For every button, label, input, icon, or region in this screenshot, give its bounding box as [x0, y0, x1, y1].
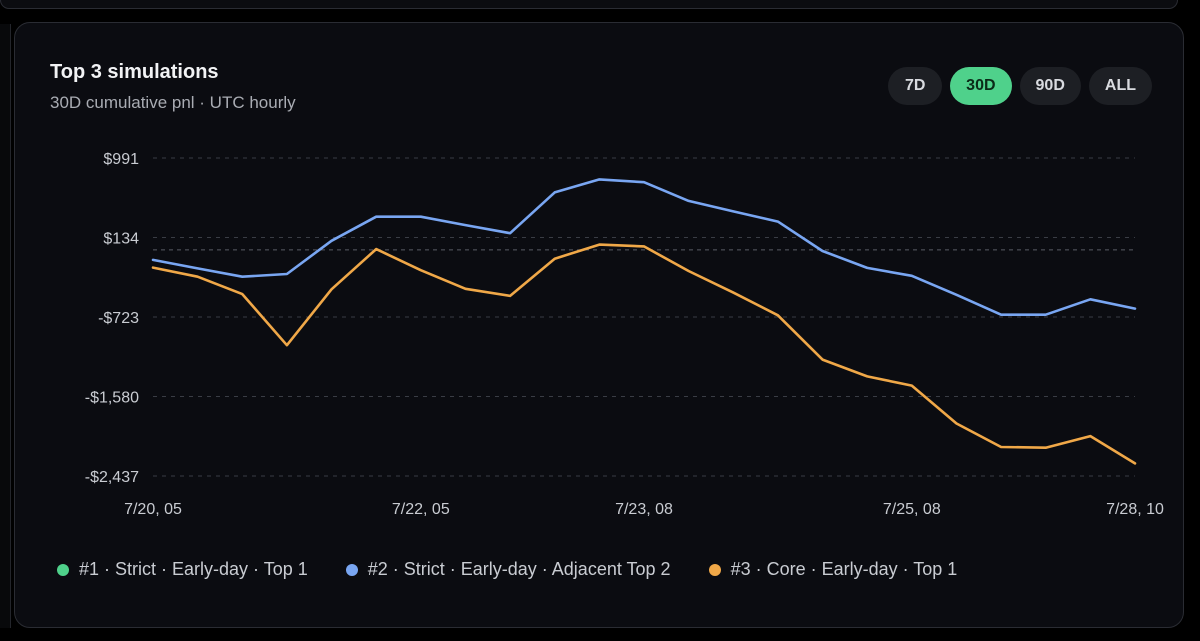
legend-dot-icon — [57, 563, 69, 576]
range-tab-all[interactable]: ALL — [1088, 67, 1152, 105]
y-tick-label: -$2,437 — [85, 469, 139, 486]
legend-dot-icon — [708, 563, 721, 576]
y-tick-label: $991 — [103, 151, 139, 168]
x-tick-label: 7/23, 08 — [615, 501, 673, 518]
sidebar-edge — [0, 24, 11, 628]
legend-item-1[interactable]: #1 · Strict · Early-day · Top 1 — [57, 559, 308, 580]
legend-item-2[interactable]: #2 · Strict · Early-day · Adjacent Top 2 — [345, 559, 671, 580]
card-subtitle: 30D cumulative pnl · UTC hourly — [50, 93, 296, 112]
simulations-card: Top 3 simulations 30D cumulative pnl · U… — [14, 22, 1184, 628]
x-tick-label: 7/28, 10 — [1106, 501, 1164, 518]
y-tick-label: -$723 — [98, 310, 139, 327]
y-tick-label: $134 — [103, 231, 139, 248]
legend-label: #2 · Strict · Early-day · Adjacent Top 2 — [367, 559, 671, 579]
previous-card-edge — [0, 0, 1178, 9]
x-tick-label: 7/20, 05 — [124, 501, 182, 518]
range-tab-7d[interactable]: 7D — [888, 67, 943, 105]
legend-item-3[interactable]: #3 · Core · Early-day · Top 1 — [708, 559, 958, 580]
y-tick-label: -$1,580 — [85, 390, 139, 407]
chart-legend: #1 · Strict · Early-day · Top 1 #2 · Stri… — [57, 559, 957, 580]
series-line-3 — [151, 243, 1137, 465]
range-tab-30d[interactable]: 30D — [950, 67, 1012, 105]
range-tab-90d[interactable]: 90D — [1019, 67, 1081, 105]
pnl-line-chart: $991 $134 -$723 -$1,580 -$2,437 7/20, 05 7/22,… — [85, 151, 1164, 518]
legend-label: #3 · Core · Early-day · Top 1 — [730, 559, 958, 579]
card-title: Top 3 simulations — [50, 61, 219, 83]
legend-dot-icon — [345, 563, 358, 576]
x-tick-label: 7/22, 05 — [392, 501, 450, 518]
range-selector: 7D 30D 90D ALL — [888, 67, 1152, 105]
x-tick-label: 7/25, 08 — [883, 501, 941, 518]
series-line-2 — [151, 178, 1137, 316]
legend-label: #1 · Strict · Early-day · Top 1 — [79, 559, 308, 579]
